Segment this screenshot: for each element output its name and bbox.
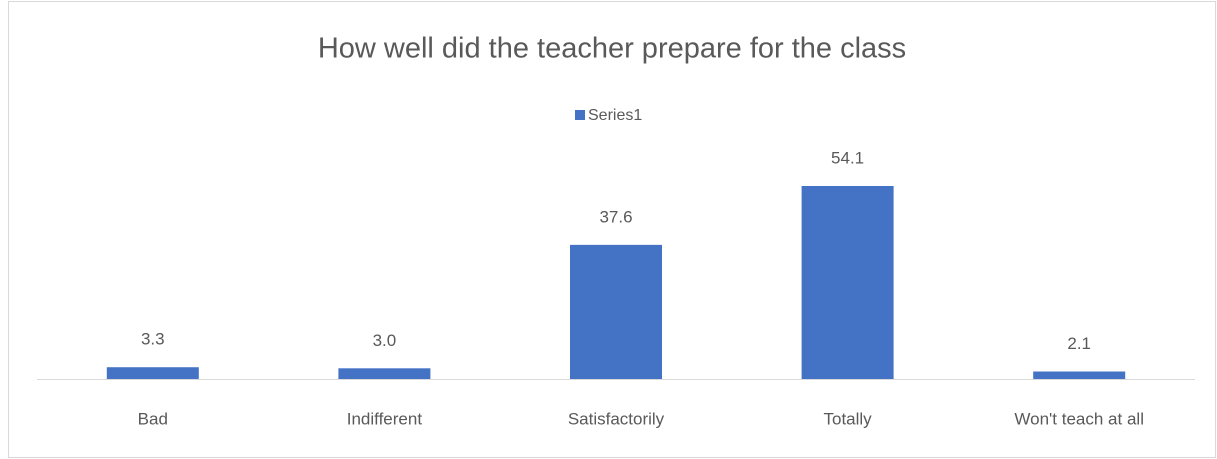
bar [570,244,662,379]
legend-swatch [575,110,585,120]
chart-title: How well did the teacher prepare for the… [318,33,906,65]
data-label: 2.1 [1067,334,1091,353]
x-tick-label: Satisfactorily [568,409,665,428]
bar [338,368,431,379]
bar [106,367,199,379]
bar [1033,371,1126,379]
data-label: 54.1 [831,148,864,167]
legend-label: Series1 [588,107,642,124]
x-tick-label: Indifferent [347,409,423,428]
bar [801,186,894,379]
x-tick-label: Bad [138,409,168,428]
data-label: 3.0 [373,331,397,350]
data-label: 37.6 [599,207,632,226]
data-label: 3.3 [141,330,165,349]
x-tick-label: Totally [824,409,873,428]
chart-frame [8,1,1216,458]
x-tick-label: Won't teach at all [1014,409,1144,428]
